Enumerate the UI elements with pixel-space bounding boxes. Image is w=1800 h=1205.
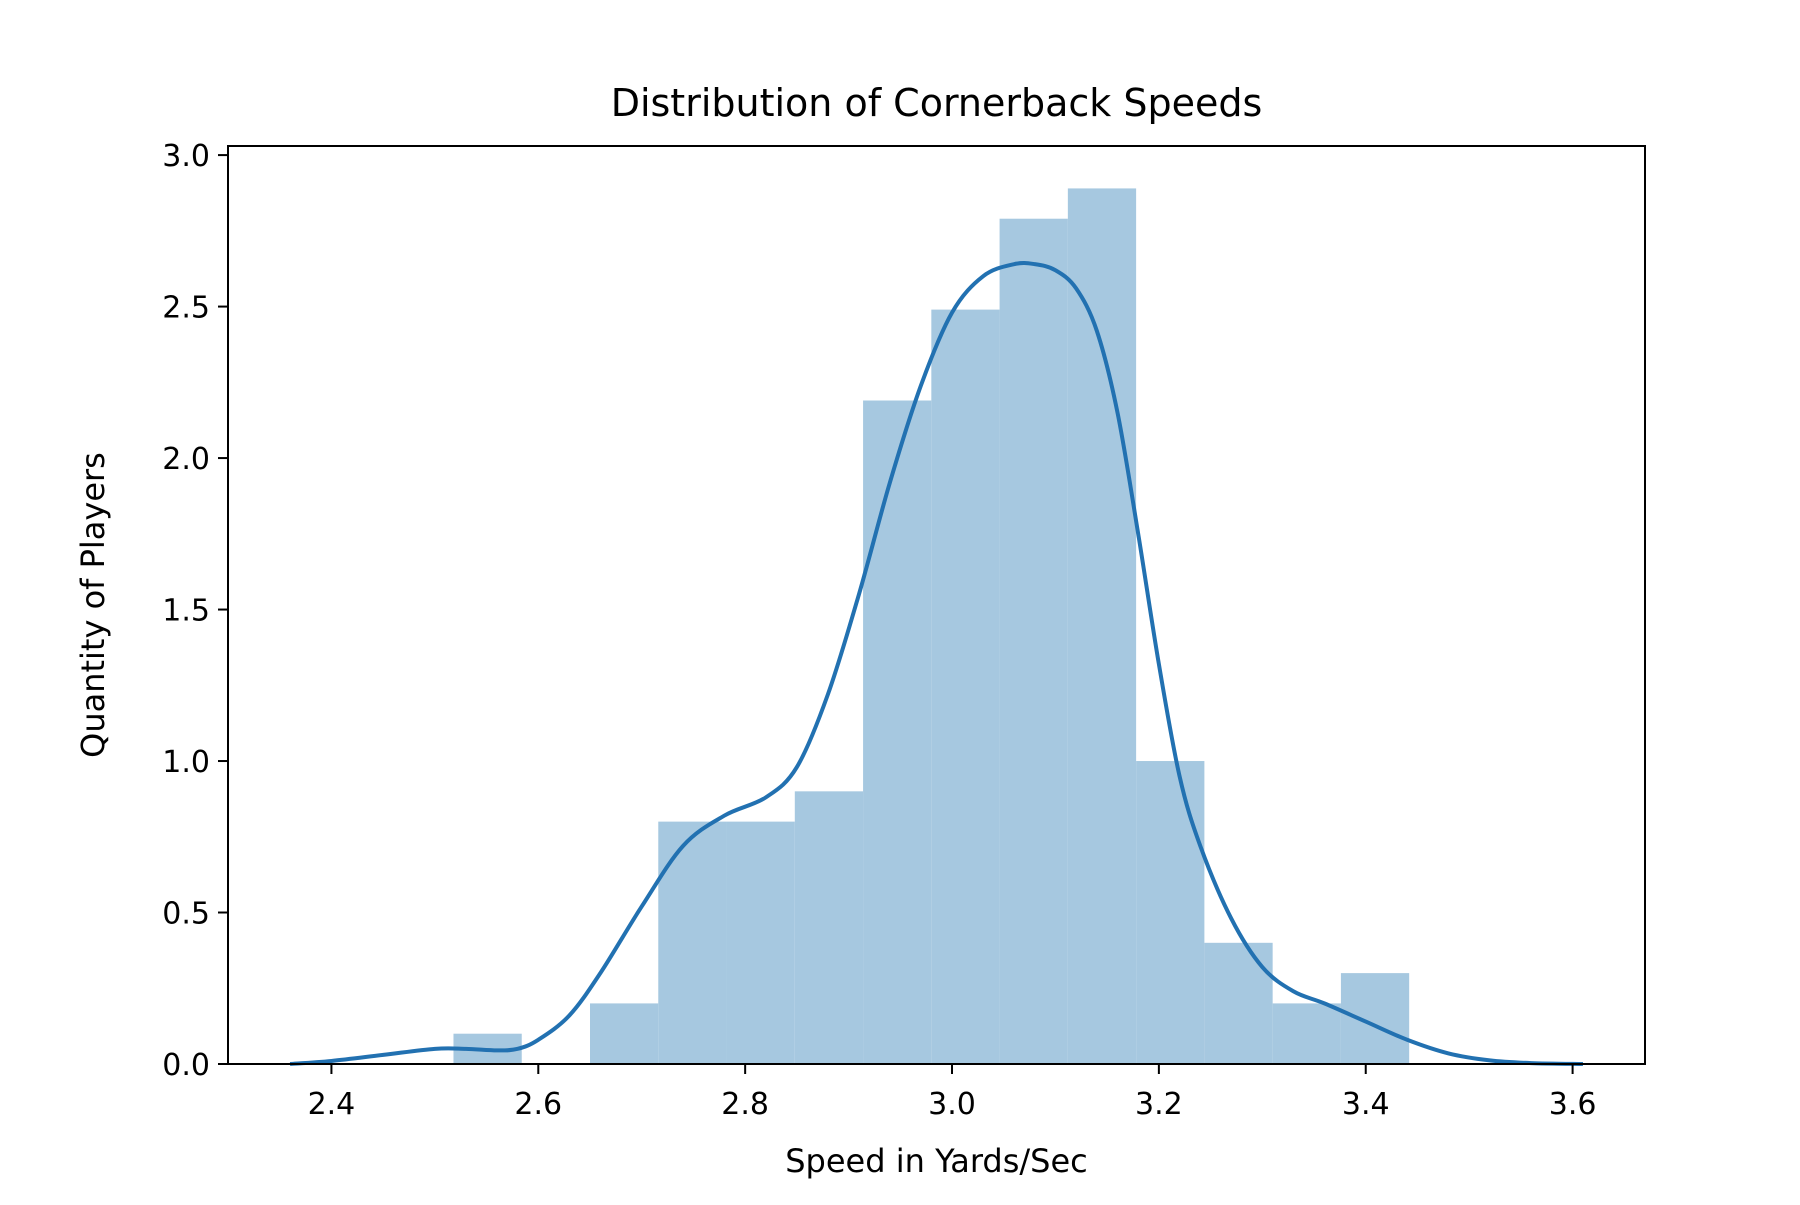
histogram-bar-11	[1204, 942, 1273, 1064]
y-axis-label: Quantity of Players	[74, 452, 112, 758]
y-tick-label: 1.0	[162, 745, 210, 780]
x-tick-label: 2.4	[308, 1087, 356, 1122]
y-tick-label: 2.5	[162, 291, 210, 326]
plot-area-frame	[227, 145, 1646, 1065]
histogram-bar-2	[590, 1003, 659, 1064]
histogram-bar-7	[931, 309, 1000, 1064]
y-axis-ticks: 0.0 0.5 1.0 1.5 2.0 2.5 3.0	[162, 139, 228, 1083]
y-tick-label: 1.5	[162, 594, 210, 629]
histogram-bar-4	[726, 821, 795, 1064]
kde-density-line	[289, 261, 1583, 1066]
histogram-bar-13	[1340, 973, 1410, 1064]
histogram-bars	[453, 188, 1410, 1065]
histogram-bar-6	[863, 400, 932, 1064]
x-tick-label: 3.4	[1342, 1087, 1390, 1122]
histogram-bar-3	[658, 821, 727, 1064]
x-tick-label: 3.0	[928, 1087, 976, 1122]
x-tick-label: 3.2	[1135, 1087, 1183, 1122]
y-tick-label: 0.5	[162, 897, 210, 932]
y-tick-label: 0.0	[162, 1048, 210, 1083]
histogram-bar-12	[1272, 1003, 1341, 1064]
kde-curve-layer	[289, 261, 1583, 1066]
x-axis-ticks: 2.4 2.6 2.8 3.0 3.2 3.4 3.6	[308, 1064, 1597, 1122]
histogram-bar-5	[794, 791, 864, 1064]
histogram-bar-10	[1136, 761, 1205, 1064]
y-tick-label: 2.0	[162, 442, 210, 477]
histogram-bar-9	[1067, 188, 1137, 1065]
x-tick-label: 2.8	[721, 1087, 769, 1122]
x-tick-label: 2.6	[514, 1087, 562, 1122]
x-axis-label: Speed in Yards/Sec	[785, 1142, 1088, 1180]
x-tick-label: 3.6	[1549, 1087, 1597, 1122]
y-tick-label: 3.0	[162, 139, 210, 174]
histogram-bar-8	[999, 218, 1068, 1064]
chart-title: Distribution of Cornerback Speeds	[611, 81, 1263, 125]
